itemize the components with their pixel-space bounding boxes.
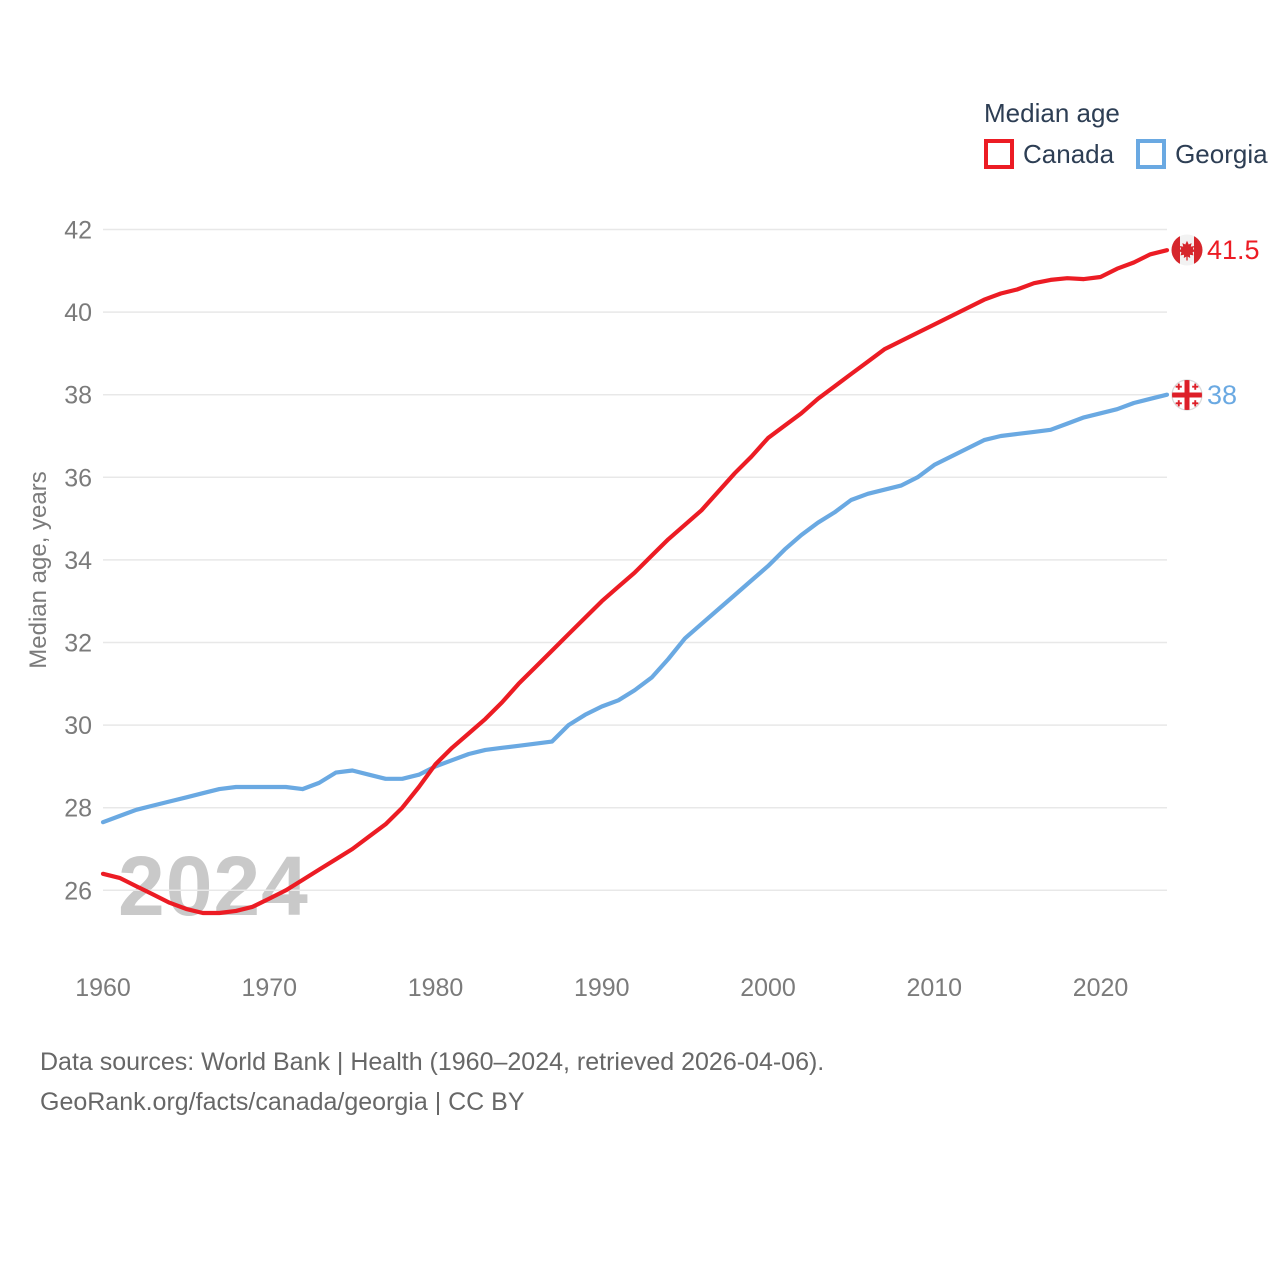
y-tick-label-26: 26 xyxy=(64,877,92,905)
x-tick-label-2020: 2020 xyxy=(1073,974,1129,1002)
chart-footer: Data sources: World Bank | Health (1960–… xyxy=(40,1042,824,1122)
x-tick-label-1980: 1980 xyxy=(408,974,464,1002)
y-tick-label-40: 40 xyxy=(64,299,92,327)
canada-line xyxy=(100,248,1170,916)
georgia-line xyxy=(100,392,1170,825)
canada-flag-icon xyxy=(1171,234,1203,266)
georgia-legend-label[interactable]: Georgia xyxy=(1175,138,1268,169)
y-tick-label-34: 34 xyxy=(64,547,92,575)
y-tick-label-42: 42 xyxy=(64,217,92,245)
canada-series-end-label: 41.5 xyxy=(1171,234,1260,266)
median-age-line-chart: 26 28 30 32 34 36 38 40 42 1960 1970 1980 1990 2000 20… xyxy=(25,217,1170,1002)
legend-items: Canada Georgia xyxy=(984,139,1268,170)
x-tick-label-1970: 1970 xyxy=(241,974,297,1002)
x-tick-label-1990: 1990 xyxy=(574,974,630,1002)
georgia-series-end-label: 38 xyxy=(1171,379,1237,411)
canada-legend-label[interactable]: Canada xyxy=(1023,138,1115,169)
y-tick-label-28: 28 xyxy=(64,795,92,823)
data-sources-line: Data sources: World Bank | Health (1960–… xyxy=(40,1048,825,1076)
canada-legend-swatch-icon[interactable] xyxy=(984,139,1014,170)
y-tick-label-38: 38 xyxy=(64,382,92,410)
chart-legend: Median age Canada Georgia xyxy=(984,98,1268,170)
georgia-end-value: 38 xyxy=(1207,379,1238,410)
y-tick-label-30: 30 xyxy=(64,712,92,740)
georgia-legend-swatch-icon[interactable] xyxy=(1136,139,1167,170)
y-axis-title: Median age, years xyxy=(25,471,52,668)
x-tick-label-1960: 1960 xyxy=(75,974,131,1002)
x-tick-label-2000: 2000 xyxy=(740,974,796,1002)
georgia-flag-icon xyxy=(1171,379,1203,411)
legend-title: Median age xyxy=(984,98,1120,128)
y-tick-label-32: 32 xyxy=(64,630,92,658)
x-tick-label-2010: 2010 xyxy=(906,974,962,1002)
canada-end-value: 41.5 xyxy=(1207,234,1260,265)
attribution-line: GeoRank.org/facts/canada/georgia | CC BY xyxy=(40,1088,525,1116)
y-tick-label-36: 36 xyxy=(64,464,92,492)
